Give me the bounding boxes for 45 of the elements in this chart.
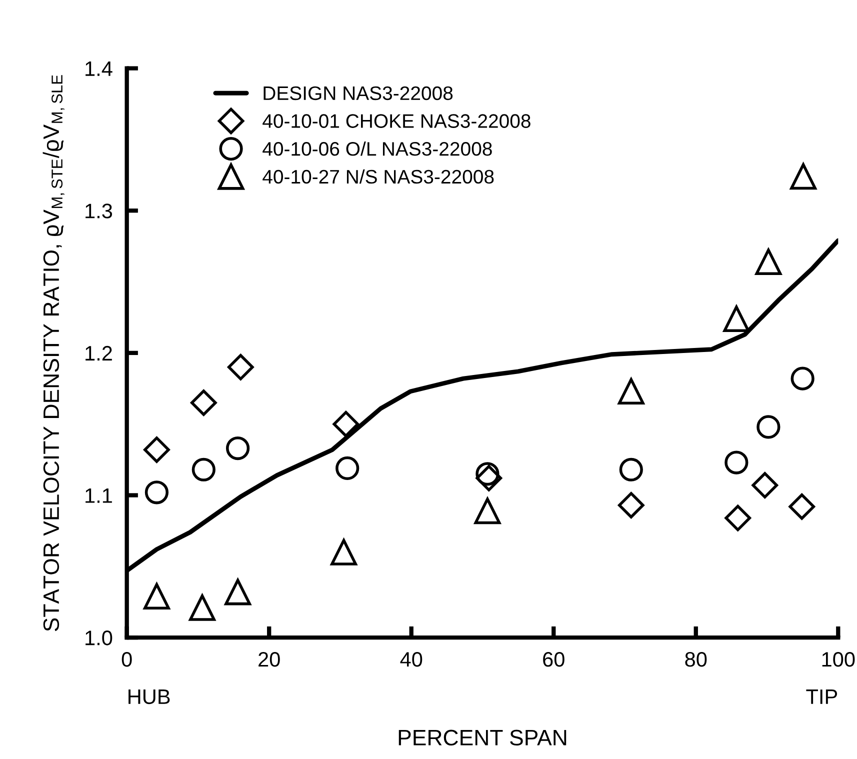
legend-label: 40-10-27 N/S NAS3-22008 [262, 169, 494, 184]
point [724, 504, 752, 532]
point [144, 480, 169, 504]
legend-label: DESIGN NAS3-22008 [264, 86, 453, 100]
point [618, 492, 644, 518]
point [619, 458, 643, 482]
point [192, 458, 216, 482]
point [752, 472, 778, 498]
y-tick-label: 1.4 [86, 62, 112, 76]
point [224, 578, 251, 606]
legend-label: 40-10-06 O/L NAS3-22008 [262, 142, 492, 156]
point [476, 464, 502, 492]
x-tick-label: 0 [122, 652, 132, 667]
point [336, 456, 360, 480]
text: HUB [128, 690, 170, 704]
y-tick-label: 1.1 [86, 488, 112, 503]
x-tick-label: 100 [822, 652, 855, 667]
point [724, 450, 748, 474]
point [144, 436, 170, 463]
x-tick-label: 40 [400, 652, 422, 667]
point [332, 410, 360, 438]
x-axis-title: PERCENT SPAN [398, 730, 566, 746]
x-tick-label: 20 [258, 652, 280, 667]
point [788, 493, 816, 520]
point [618, 378, 644, 405]
y-tick-label: 1.3 [86, 204, 112, 218]
y-tick-label: 1.2 [86, 346, 112, 360]
y-axis-title: STATOR VELOCITY DENSITY RATIO, ϱV$_{M,STE}$/ϱV$_{M,SLE}$ [42, 75, 64, 632]
point [190, 390, 217, 416]
y-tick-label: 1.0 [86, 630, 112, 646]
point [189, 594, 216, 621]
point [227, 354, 254, 380]
point [144, 583, 170, 610]
point [723, 306, 750, 332]
text: TIP [806, 690, 838, 704]
point [330, 538, 357, 566]
point [226, 436, 250, 460]
point [755, 248, 782, 276]
point [790, 163, 816, 190]
x-tick-label: 80 [685, 652, 707, 667]
point [756, 415, 780, 439]
point [474, 498, 501, 524]
point [790, 366, 814, 390]
x-tick-label: 60 [543, 652, 564, 667]
legend-label: 40-10-01 CHOKE NAS3-22008 [262, 114, 530, 128]
